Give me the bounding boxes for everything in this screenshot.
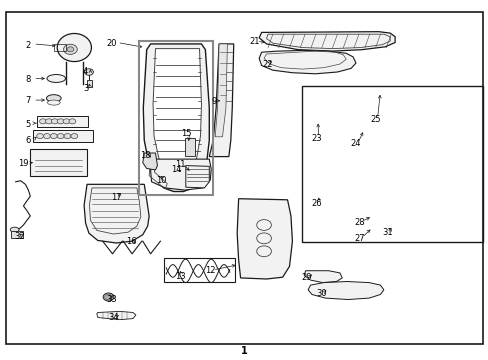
Polygon shape bbox=[237, 199, 292, 279]
Ellipse shape bbox=[103, 293, 114, 301]
Text: 17: 17 bbox=[111, 193, 122, 202]
Text: 21: 21 bbox=[248, 37, 259, 46]
Circle shape bbox=[51, 119, 58, 124]
Bar bbox=[87, 80, 92, 87]
Circle shape bbox=[63, 119, 70, 124]
Polygon shape bbox=[185, 166, 209, 188]
Text: 22: 22 bbox=[262, 60, 273, 69]
Polygon shape bbox=[304, 271, 342, 283]
Ellipse shape bbox=[84, 69, 93, 75]
Bar bbox=[33, 130, 93, 142]
Text: 3: 3 bbox=[83, 84, 88, 93]
Circle shape bbox=[45, 119, 52, 124]
Text: 13: 13 bbox=[174, 272, 185, 281]
Text: 24: 24 bbox=[350, 139, 361, 148]
Text: 1: 1 bbox=[241, 346, 247, 356]
Polygon shape bbox=[313, 120, 389, 139]
Circle shape bbox=[71, 134, 78, 139]
Text: 15: 15 bbox=[181, 129, 192, 138]
Circle shape bbox=[64, 134, 71, 139]
Text: 2: 2 bbox=[26, 40, 31, 49]
Text: 7: 7 bbox=[26, 96, 31, 105]
Text: 8: 8 bbox=[26, 75, 31, 84]
Text: 18: 18 bbox=[140, 151, 151, 160]
Circle shape bbox=[50, 134, 57, 139]
Text: 11: 11 bbox=[174, 161, 185, 169]
Bar bbox=[139, 41, 212, 195]
Circle shape bbox=[40, 119, 46, 124]
Polygon shape bbox=[259, 32, 394, 51]
Text: 6: 6 bbox=[26, 136, 31, 145]
Text: 20: 20 bbox=[106, 39, 117, 48]
Circle shape bbox=[104, 294, 112, 300]
Polygon shape bbox=[209, 44, 233, 157]
Text: 27: 27 bbox=[353, 234, 364, 243]
Polygon shape bbox=[307, 282, 383, 300]
Bar bbox=[308, 223, 371, 232]
Text: 5: 5 bbox=[26, 120, 31, 129]
Ellipse shape bbox=[10, 227, 19, 232]
Text: 12: 12 bbox=[204, 266, 215, 275]
Text: 28: 28 bbox=[353, 218, 364, 227]
Text: 29: 29 bbox=[301, 274, 312, 282]
Bar bbox=[54, 44, 66, 51]
Bar bbox=[308, 211, 371, 220]
Bar bbox=[11, 231, 23, 238]
Text: 31: 31 bbox=[381, 228, 392, 237]
Polygon shape bbox=[84, 184, 149, 243]
Ellipse shape bbox=[67, 47, 74, 52]
Ellipse shape bbox=[47, 100, 60, 105]
Bar bbox=[163, 258, 234, 282]
Polygon shape bbox=[306, 90, 390, 109]
Text: 16: 16 bbox=[125, 238, 136, 246]
Circle shape bbox=[43, 134, 50, 139]
Polygon shape bbox=[97, 311, 136, 320]
Text: 26: 26 bbox=[311, 199, 322, 208]
Bar bbox=[30, 149, 86, 176]
Text: 33: 33 bbox=[106, 295, 117, 304]
Text: 25: 25 bbox=[369, 115, 380, 124]
Circle shape bbox=[37, 134, 43, 139]
Ellipse shape bbox=[57, 33, 91, 62]
Text: 23: 23 bbox=[311, 134, 322, 143]
Bar bbox=[184, 138, 194, 156]
Text: 34: 34 bbox=[108, 313, 119, 322]
Polygon shape bbox=[153, 49, 201, 175]
Polygon shape bbox=[372, 213, 403, 235]
Polygon shape bbox=[150, 159, 211, 190]
Circle shape bbox=[57, 134, 64, 139]
Polygon shape bbox=[215, 44, 227, 137]
Bar bbox=[37, 116, 88, 127]
Text: 9: 9 bbox=[211, 97, 216, 106]
Polygon shape bbox=[143, 44, 209, 192]
Polygon shape bbox=[305, 108, 350, 123]
Text: 14: 14 bbox=[170, 165, 181, 174]
Text: 30: 30 bbox=[316, 289, 326, 298]
Ellipse shape bbox=[46, 95, 61, 102]
Polygon shape bbox=[259, 50, 355, 74]
Ellipse shape bbox=[186, 142, 192, 148]
Text: 19: 19 bbox=[18, 159, 29, 168]
Text: 10: 10 bbox=[156, 176, 166, 185]
Text: 4: 4 bbox=[83, 68, 88, 77]
Bar bbox=[302, 86, 482, 242]
Circle shape bbox=[69, 119, 76, 124]
Circle shape bbox=[57, 119, 64, 124]
Ellipse shape bbox=[47, 75, 65, 82]
Polygon shape bbox=[142, 153, 157, 170]
Text: 32: 32 bbox=[14, 233, 25, 241]
Ellipse shape bbox=[63, 44, 77, 54]
